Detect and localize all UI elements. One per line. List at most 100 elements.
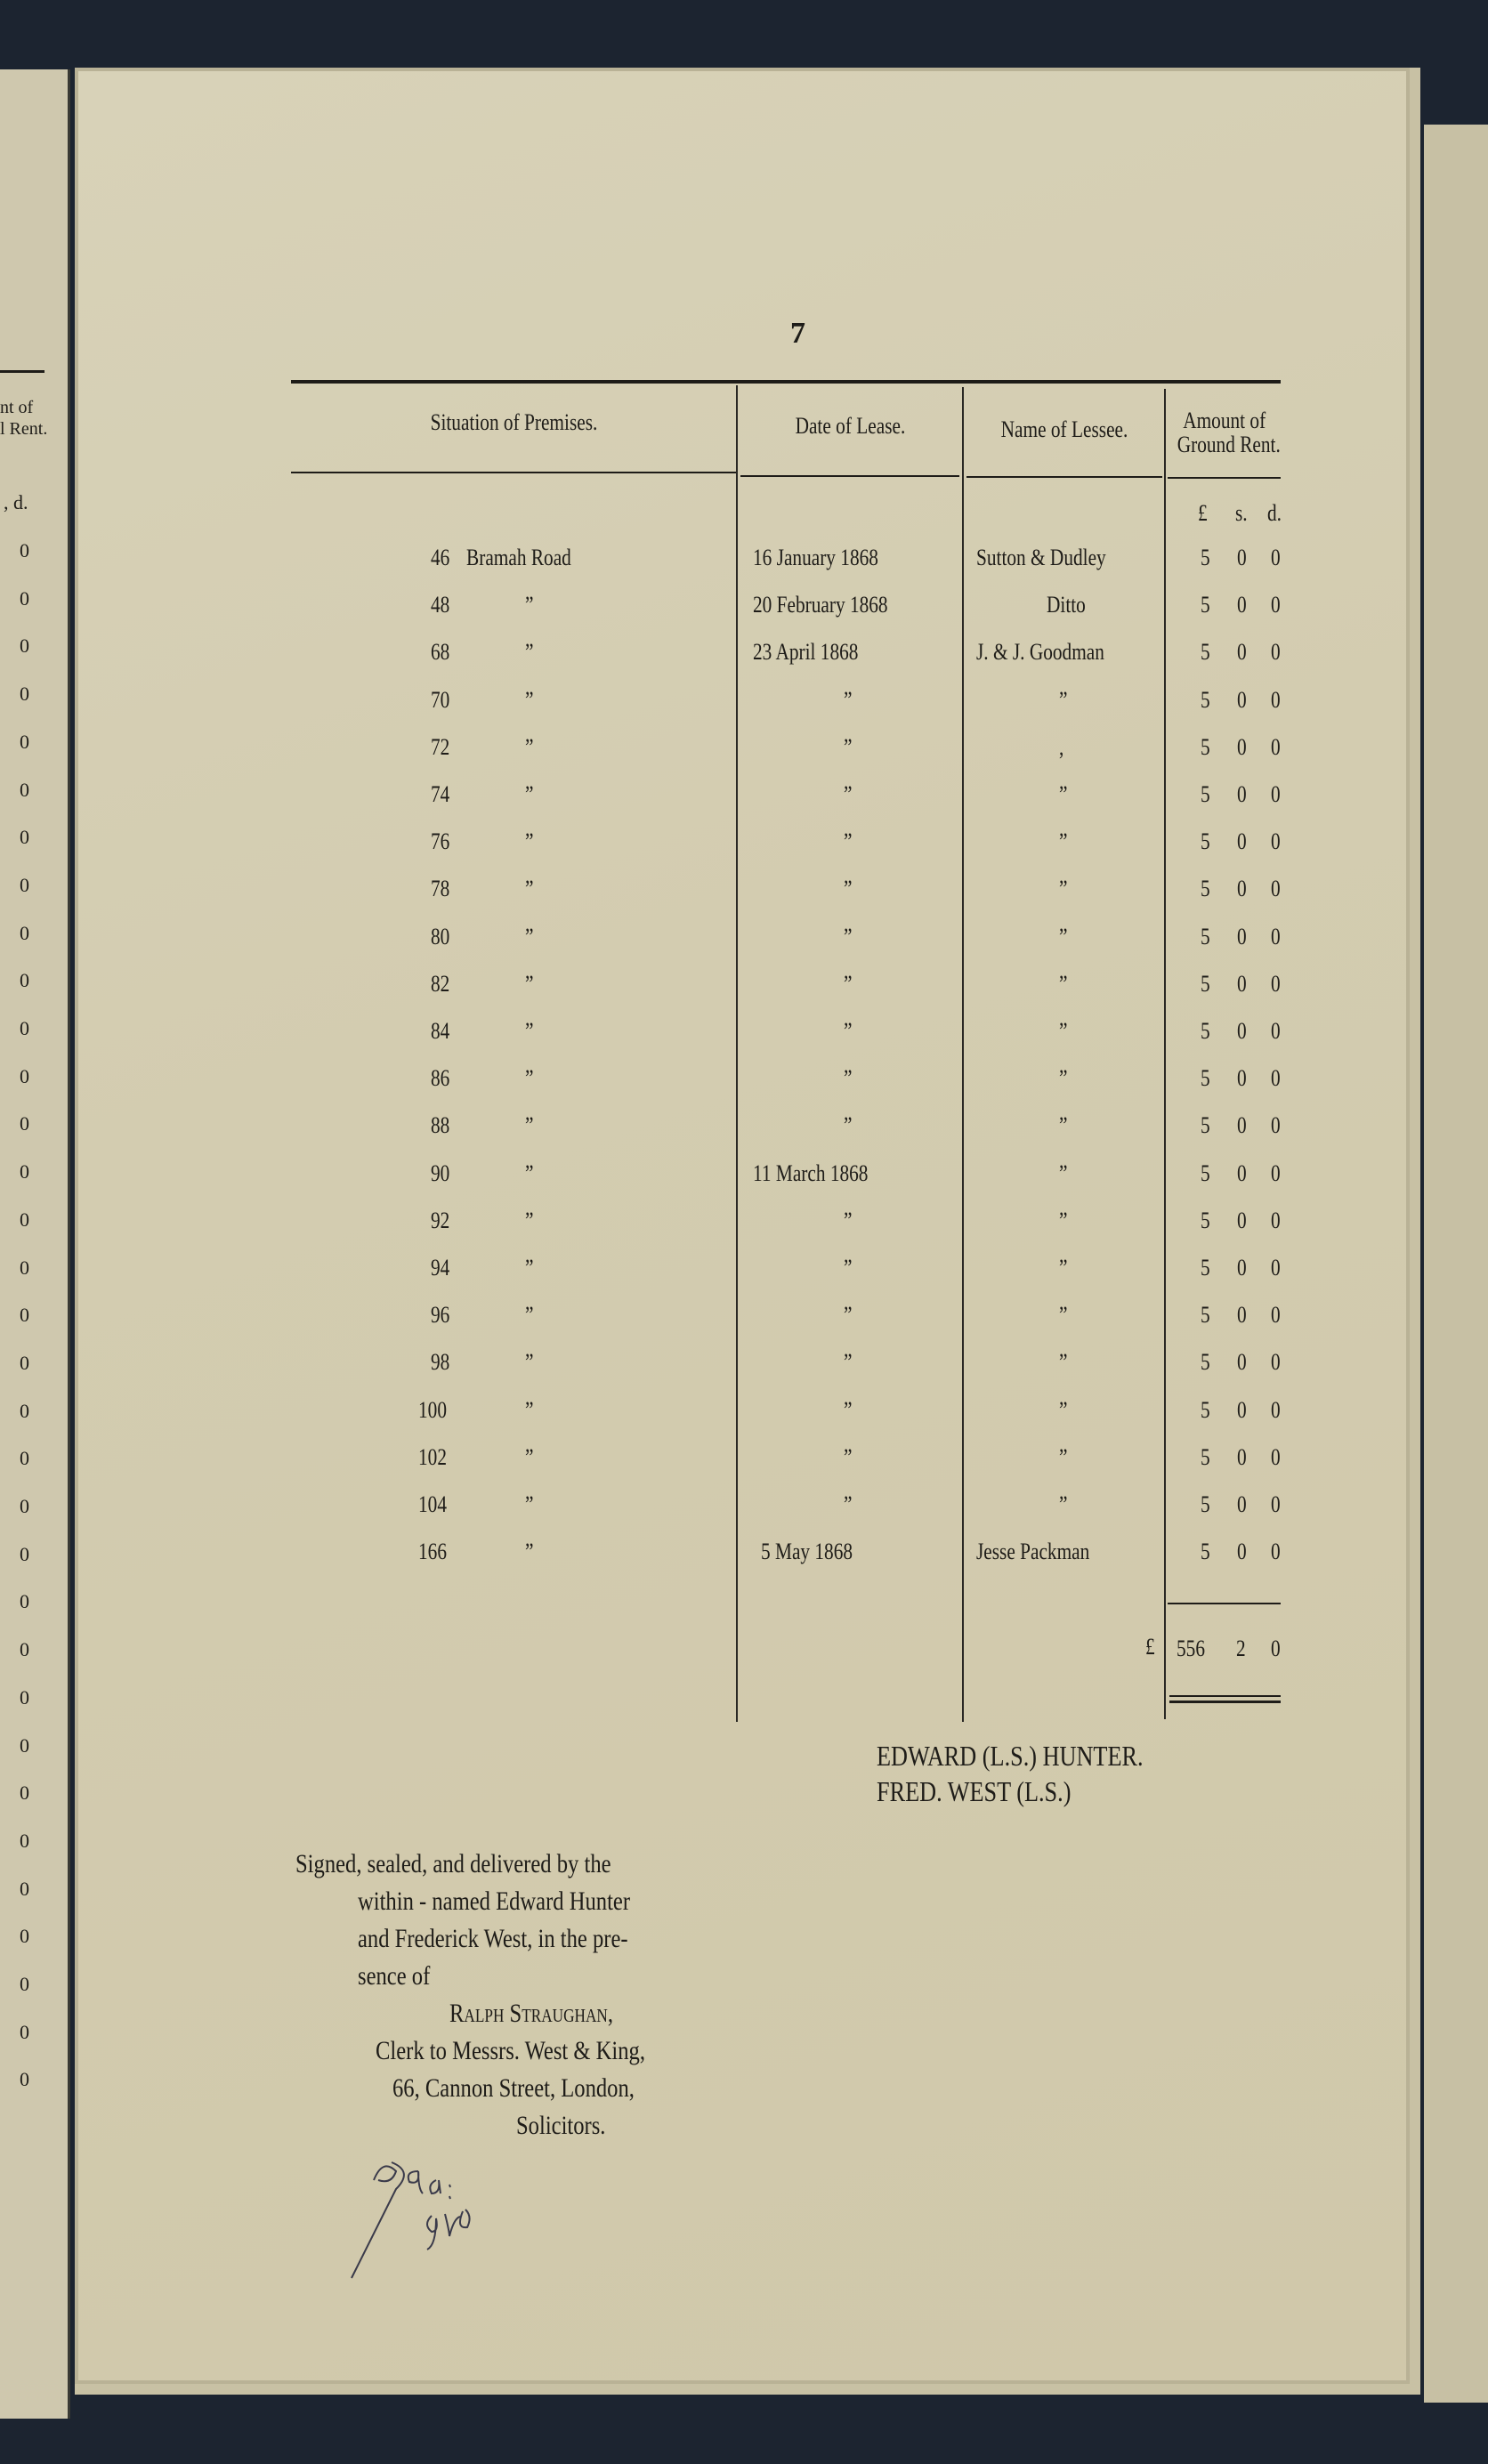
rent-pence: 0: [1271, 1539, 1281, 1565]
facing-page-value: 0: [20, 1829, 29, 1852]
lessee-ditto: ”: [1059, 1443, 1068, 1470]
rent-shillings: 0: [1237, 1302, 1247, 1329]
rent-pounds: 5: [1201, 970, 1210, 997]
facing-page-value: 0: [20, 1399, 29, 1422]
rent-pence: 0: [1271, 1396, 1281, 1423]
premises-number: 76: [431, 828, 450, 855]
header-rule: [1168, 477, 1281, 479]
rent-shillings: 0: [1237, 1443, 1247, 1470]
witness-address: 66, Cannon Street, London,: [392, 2073, 635, 2103]
lessee-ditto: ,: [1059, 733, 1064, 760]
witness-name: Ralph Straughan,: [449, 1999, 613, 2028]
facing-header-line: nt of: [0, 398, 34, 417]
lessee-ditto: ”: [1059, 876, 1068, 902]
facing-page-value: 0: [20, 1781, 29, 1805]
premises-ditto: ”: [525, 1018, 534, 1044]
premises-ditto: ”: [525, 1539, 534, 1565]
rent-shillings: 0: [1237, 733, 1247, 760]
facing-page-value: 0: [20, 1304, 29, 1327]
facing-page-value: 0: [20, 873, 29, 896]
facing-page-value: 0: [20, 1256, 29, 1279]
premises-number: 46: [431, 545, 450, 570]
attestation-line: Signed, sealed, and delivered by the: [295, 1849, 611, 1878]
lease-date-ditto: ”: [844, 876, 853, 902]
facing-page-value: 0: [20, 778, 29, 801]
lessee-ditto: ”: [1059, 970, 1068, 997]
premises-ditto: ”: [525, 828, 534, 855]
facing-units: , d.: [4, 491, 28, 513]
premises-ditto: ”: [525, 1112, 534, 1139]
rent-pence: 0: [1271, 1443, 1281, 1470]
rent-pence: 0: [1271, 545, 1281, 570]
premises-ditto: ”: [525, 1255, 534, 1280]
rent-shillings: 0: [1237, 1065, 1247, 1092]
total-pence: 0: [1271, 1636, 1281, 1661]
lease-date-ditto: ”: [844, 1255, 853, 1280]
rent-pounds: 5: [1201, 876, 1210, 902]
premises-ditto: ”: [525, 592, 534, 618]
lessee-ditto: ”: [1059, 1018, 1068, 1044]
lease-date-ditto: ”: [844, 1443, 853, 1470]
rent-pence: 0: [1271, 592, 1281, 618]
header-amount: Amount of Ground Rent.: [1177, 408, 1281, 457]
premises-ditto: ”: [525, 686, 534, 713]
lessee-name: Jesse Packman: [976, 1539, 1090, 1565]
signatures: EDWARD (L.S.) HUNTER. FRED. WEST (L.S.): [877, 1738, 1201, 1809]
premises-ditto: ”: [525, 1159, 534, 1186]
facing-page-value: 0: [20, 1351, 29, 1374]
rent-pounds: 5: [1201, 1396, 1210, 1423]
lessee-ditto: ”: [1059, 1349, 1068, 1376]
rent-shillings: 0: [1237, 1539, 1247, 1565]
premises-ditto: ”: [525, 1349, 534, 1376]
facing-page-value: 0: [20, 539, 29, 561]
facing-page-value: 0: [20, 1495, 29, 1517]
rent-pence: 0: [1271, 1159, 1281, 1186]
rent-pounds: 5: [1201, 923, 1210, 949]
rent-pounds: 5: [1201, 1112, 1210, 1139]
rent-pence: 0: [1271, 1255, 1281, 1280]
unit-shillings: s.: [1235, 500, 1248, 526]
lessee-ditto: ”: [1059, 1302, 1068, 1329]
lease-date-ditto: ”: [844, 828, 853, 855]
rent-shillings: 0: [1237, 1396, 1247, 1423]
rent-pence: 0: [1271, 781, 1281, 807]
rent-pounds: 5: [1201, 545, 1210, 570]
facing-page-value: 0: [20, 1685, 29, 1709]
premises-number: 102: [418, 1443, 447, 1470]
rent-pence: 0: [1271, 1112, 1281, 1139]
premises-number: 98: [431, 1349, 450, 1376]
premises-ditto: ”: [525, 639, 534, 666]
premises-street: Bramah Road: [466, 545, 571, 570]
rent-pounds: 5: [1201, 686, 1210, 713]
rent-pence: 0: [1271, 639, 1281, 666]
rent-shillings: 0: [1237, 970, 1247, 997]
lease-date-ditto: ”: [844, 1302, 853, 1329]
premises-number: 70: [431, 686, 450, 713]
premises-ditto: ”: [525, 1065, 534, 1092]
lessee-ditto: ”: [1059, 1255, 1068, 1280]
lessee-name: J. & J. Goodman: [976, 639, 1104, 666]
lessee-ditto: ”: [1059, 1159, 1068, 1186]
header-lessee: Name of Lessee.: [1000, 416, 1128, 442]
facing-page-rule: [0, 370, 44, 373]
premises-ditto: ”: [525, 1207, 534, 1233]
rent-shillings: 0: [1237, 1491, 1247, 1517]
header-rule: [966, 476, 1162, 478]
lease-date-ditto: ”: [844, 781, 853, 807]
premises-number: 166: [418, 1539, 447, 1565]
column-divider: [1164, 389, 1166, 1719]
facing-page-value: 0: [20, 1208, 29, 1231]
rent-pounds: 5: [1201, 1443, 1210, 1470]
rent-pence: 0: [1271, 1349, 1281, 1376]
premises-number: 68: [431, 639, 450, 666]
rent-pence: 0: [1271, 970, 1281, 997]
lease-date: 16 January 1868: [753, 545, 878, 570]
facing-page-value: 0: [20, 683, 29, 706]
lease-date-ditto: ”: [844, 1207, 853, 1233]
facing-page-value: 0: [20, 1638, 29, 1661]
lessee-ditto: ”: [1059, 1065, 1068, 1092]
lease-date: 11 March 1868: [753, 1159, 869, 1186]
rent-shillings: 0: [1237, 639, 1247, 666]
rent-pounds: 5: [1201, 1255, 1210, 1280]
facing-page-value: 0: [20, 634, 29, 658]
